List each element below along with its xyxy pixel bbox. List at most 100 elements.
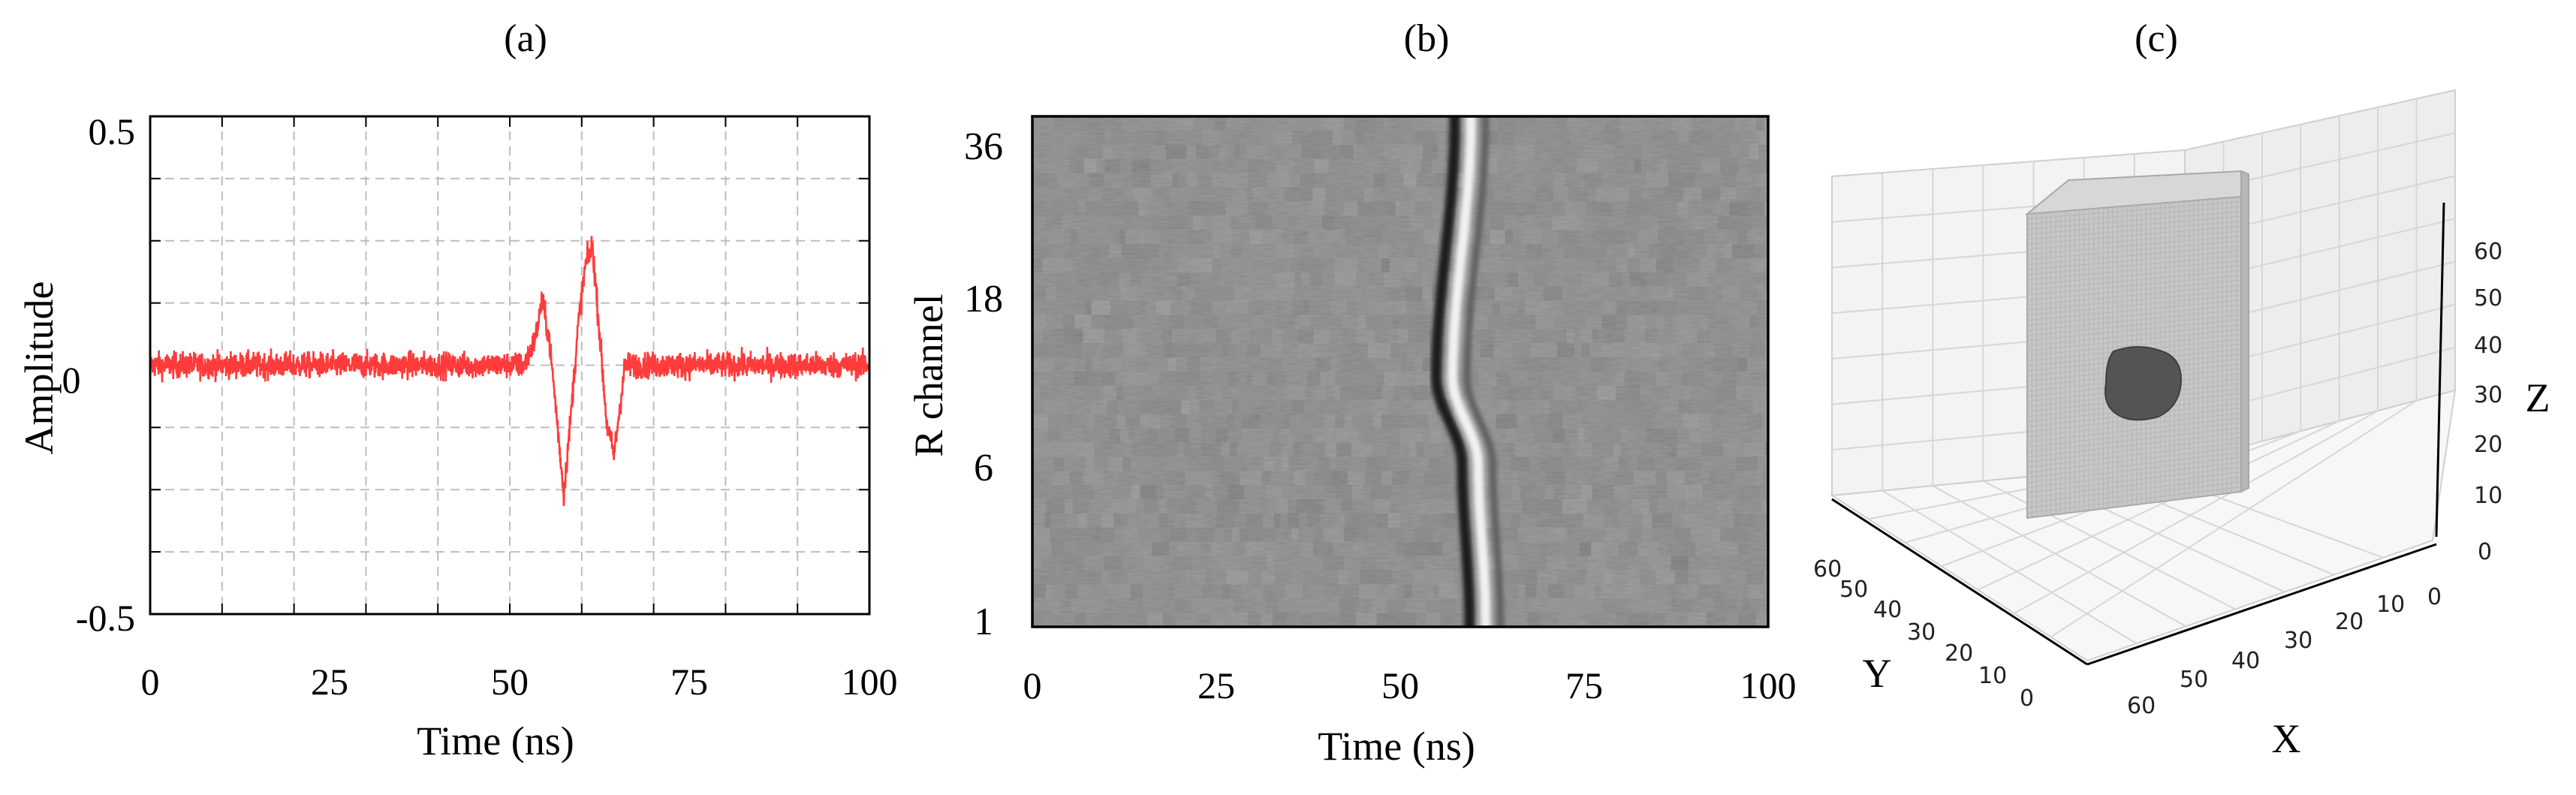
- heatmap-cell: [1508, 442, 1515, 457]
- heatmap-cell: [1219, 541, 1233, 556]
- heatmap-cell: [1687, 570, 1701, 585]
- heatmap-cell: [1240, 456, 1247, 471]
- heatmap-cell: [1575, 315, 1586, 330]
- heatmap-cell: [1579, 541, 1592, 556]
- heatmap-cell: [1737, 613, 1746, 627]
- panel-a-label: (a): [504, 17, 547, 60]
- heatmap-cell: [1744, 556, 1767, 571]
- heatmap-cell: [1130, 584, 1143, 599]
- heatmap-cell: [1109, 116, 1122, 131]
- heatmap-cell: [1177, 541, 1200, 556]
- heatmap-cell: [1032, 257, 1043, 273]
- heatmap-cell: [1042, 556, 1050, 571]
- heatmap-cell: [1714, 613, 1726, 627]
- heatmap-cell: [1705, 385, 1717, 400]
- heatmap-cell: [1761, 527, 1768, 542]
- heatmap-cell: [1529, 372, 1544, 386]
- heatmap-cell: [1564, 428, 1578, 443]
- heatmap-cell: [1044, 513, 1051, 528]
- heatmap-cell: [1603, 300, 1617, 315]
- heatmap-cell: [1038, 116, 1047, 131]
- heatmap-cell: [1412, 372, 1431, 386]
- heatmap-cell: [1282, 343, 1298, 358]
- heatmap-cell: [1336, 513, 1345, 528]
- heatmap-cell: [1608, 272, 1623, 287]
- heatmap-cell: [1747, 584, 1764, 599]
- heatmap-cell: [1421, 300, 1430, 315]
- heatmap-cell: [1754, 244, 1768, 258]
- heatmap-cell: [1116, 414, 1126, 429]
- heatmap-cell: [1219, 144, 1228, 159]
- heatmap-cell: [1549, 598, 1560, 613]
- heatmap-cell: [1414, 570, 1426, 585]
- heatmap-cell: [1209, 158, 1229, 173]
- heatmap-cell: [1622, 399, 1632, 414]
- heatmap-cell: [1046, 584, 1054, 599]
- heatmap-cell: [1110, 130, 1129, 145]
- heatmap-cell: [1720, 584, 1740, 599]
- heatmap-cell: [1732, 343, 1749, 358]
- voxel-mesh-line: [2026, 481, 2242, 508]
- heatmap-cell: [1123, 556, 1144, 571]
- heatmap-cell: [1226, 414, 1235, 429]
- heatmap-cell: [1146, 187, 1153, 202]
- heatmap-cell: [1294, 272, 1301, 287]
- heatmap-cell: [1384, 286, 1405, 301]
- heatmap-cell: [1234, 598, 1246, 613]
- heatmap-cell: [1247, 158, 1262, 173]
- heatmap-cell: [1322, 272, 1336, 287]
- heatmap-cell: [1200, 372, 1208, 386]
- heatmap-cell: [1231, 385, 1241, 400]
- z-tick-40: 40: [2474, 333, 2502, 359]
- heatmap-cell: [1418, 414, 1430, 429]
- heatmap-cell: [1412, 399, 1424, 414]
- heatmap-cell: [1628, 130, 1650, 145]
- heatmap-cell: [1743, 442, 1765, 457]
- heatmap-cell: [1580, 329, 1592, 344]
- heatmap-cell: [1618, 513, 1634, 528]
- heatmap-cell: [1518, 556, 1535, 571]
- heatmap-cell: [1583, 456, 1595, 471]
- heatmap-cell: [1514, 442, 1527, 457]
- heatmap-cell: [1164, 456, 1187, 471]
- heatmap-cell: [1248, 300, 1263, 315]
- heatmap-cell: [1201, 584, 1216, 599]
- heatmap-cell: [1323, 414, 1335, 429]
- heatmap-cell: [1270, 116, 1278, 131]
- heatmap-cell: [1495, 329, 1515, 344]
- heatmap-cell: [1154, 315, 1168, 330]
- heatmap-cell: [1642, 144, 1658, 159]
- heatmap-cell: [1101, 513, 1114, 528]
- heatmap-cell: [1725, 613, 1738, 627]
- heatmap-cell: [1246, 456, 1264, 471]
- heatmap-cell: [1371, 485, 1391, 499]
- heatmap-cell: [1239, 556, 1249, 571]
- heatmap-cell: [1418, 257, 1439, 273]
- heatmap-cell: [1413, 300, 1422, 315]
- z-tick-10: 10: [2474, 483, 2502, 509]
- heatmap-cell: [1722, 442, 1743, 457]
- heatmap-cell: [1761, 499, 1768, 513]
- heatmap-cell: [1103, 541, 1119, 556]
- heatmap-cell: [1094, 442, 1113, 457]
- heatmap-cell: [1734, 471, 1755, 486]
- heatmap-stripes: [1032, 116, 1768, 627]
- heatmap-cell: [1387, 399, 1399, 414]
- heatmap-cell: [1363, 499, 1375, 513]
- heatmap-cell: [1222, 257, 1245, 273]
- heatmap-cell: [1748, 343, 1765, 358]
- heatmap-cell: [1085, 456, 1093, 471]
- heatmap-cell: [1093, 485, 1112, 499]
- heatmap-cell: [1339, 144, 1354, 159]
- heatmap-cell: [1710, 329, 1721, 344]
- heatmap-cell: [1077, 272, 1098, 287]
- wavefront-trailing-band: [1463, 116, 1504, 627]
- heatmap-cell: [1216, 329, 1232, 344]
- heatmap-cell: [1713, 598, 1737, 613]
- heatmap-cell: [1438, 144, 1445, 159]
- heatmap-cell: [1582, 272, 1602, 287]
- heatmap-cell: [1653, 527, 1674, 542]
- heatmap-cell: [1255, 116, 1271, 131]
- heatmap-cell: [1341, 130, 1355, 145]
- heatmap-cell: [1393, 272, 1402, 287]
